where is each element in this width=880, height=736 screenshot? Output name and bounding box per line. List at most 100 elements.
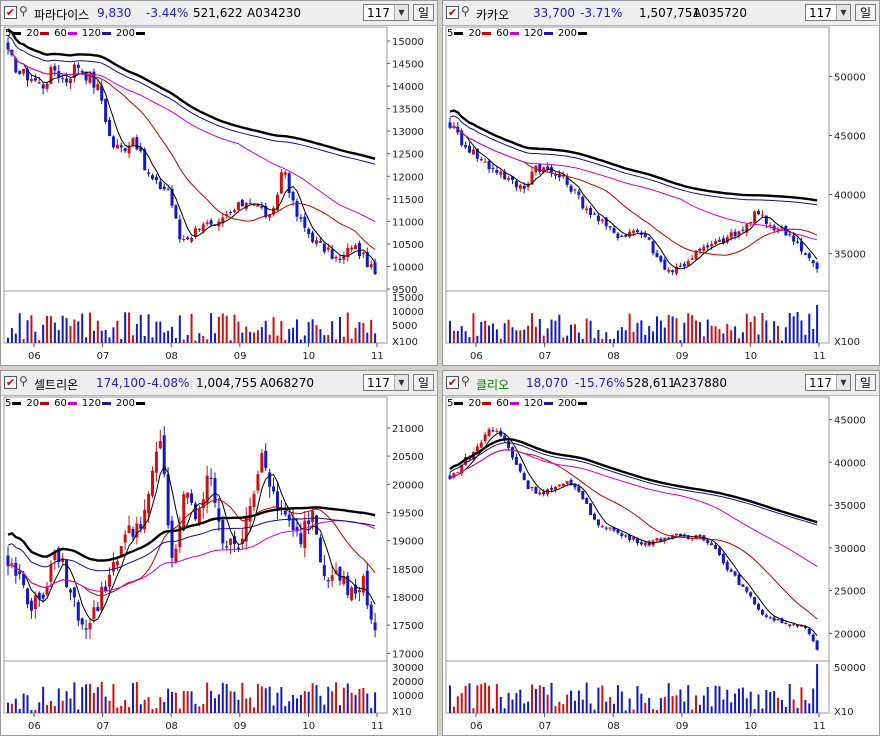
candle [799,625,803,627]
candle [667,537,671,539]
ma5-line [449,431,818,637]
checkbox-icon[interactable]: ✔ [4,376,17,389]
candle [170,520,174,558]
candle [80,71,84,73]
candle [733,571,737,576]
volume-bar [663,696,666,713]
search-icon[interactable]: ⚲ [19,4,28,18]
candle [45,586,49,595]
candle [596,519,600,526]
price-tick-label: 19500 [392,508,424,519]
volume-bar [503,708,506,713]
candle [318,241,322,243]
volume-bar [710,325,713,343]
chevron-down-icon[interactable]: ▼ [836,375,850,390]
stock-name[interactable]: 카카오 [476,8,510,22]
stock-price: 33,700 [533,6,575,20]
stock-name[interactable]: 파라다이스 [34,8,90,22]
volume-bar [268,686,271,713]
candle [706,245,710,248]
period-unit-button[interactable]: 일 [413,4,434,21]
candle [690,258,694,260]
candle [365,251,369,268]
candle [143,509,147,530]
candle [686,535,690,539]
candle [346,247,350,258]
volume-bar [523,329,526,343]
candle [608,226,612,228]
volume-bar [89,312,92,343]
checkbox-icon[interactable]: ✔ [4,6,17,19]
volume-bar [616,330,619,343]
volume-bar [167,330,170,343]
candle [803,625,807,629]
volume-bar [217,694,220,713]
candle [233,210,237,212]
candle [815,262,819,269]
volume-bar [589,320,592,343]
chevron-down-icon[interactable]: ▼ [394,375,408,390]
volume-bar [245,326,248,343]
candle [65,78,69,83]
candle [166,474,170,526]
period-unit-button[interactable]: 일 [413,374,434,391]
volume-bar [57,688,60,713]
volume-bar [30,315,33,343]
chevron-down-icon[interactable]: ▼ [394,5,408,20]
candle [706,539,710,544]
volume-bar [10,703,13,713]
volume-bar [366,332,369,343]
volume-bar [519,689,522,713]
stock-name[interactable]: 셀트리온 [34,378,79,392]
month-tick-label: 08 [165,721,178,732]
candle [272,486,276,492]
period-select[interactable]: 117 ▼ [805,4,851,21]
candle [346,575,350,596]
volume-bar [589,703,592,713]
stock-name[interactable]: 클리오 [476,378,510,392]
volume-tick-label: 50000 [834,663,866,674]
volume-bar [737,338,740,343]
checkbox-icon[interactable]: ✔ [446,6,459,19]
candle [287,514,291,521]
month-tick-label: 06 [28,351,41,362]
candle [49,67,53,84]
candle [154,451,158,473]
candle [721,554,725,564]
volume-bar [757,694,760,713]
candle [538,492,542,495]
candle [342,576,346,584]
candle [65,559,69,588]
checkbox-icon[interactable]: ✔ [446,376,459,389]
period-select[interactable]: 117 ▼ [363,374,409,391]
period-select[interactable]: 117 ▼ [363,4,409,21]
legend-label: 120 [81,398,101,409]
candle [135,523,139,538]
ma5-line [449,126,818,270]
candle [503,435,507,441]
search-icon[interactable]: ⚲ [461,374,470,388]
volume-bar [566,694,569,713]
volume-bar [613,703,616,713]
candle [14,58,18,73]
month-tick-label: 09 [676,351,689,362]
search-icon[interactable]: ⚲ [19,374,28,388]
candle [233,536,237,545]
candle [139,147,143,151]
candle [796,241,800,243]
month-tick-label: 08 [607,351,620,362]
candle [772,617,776,621]
volume-bar [698,322,701,343]
candle [252,204,256,206]
chevron-down-icon[interactable]: ▼ [836,5,850,20]
candle [57,548,61,563]
period-select[interactable]: 117 ▼ [805,374,851,391]
candle [350,247,354,250]
candle [573,189,577,191]
period-unit-button[interactable]: 일 [855,374,876,391]
candle [768,225,772,227]
price-tick-label: 18000 [392,593,424,604]
candle [483,161,487,163]
search-icon[interactable]: ⚲ [461,4,470,18]
period-unit-button[interactable]: 일 [855,4,876,21]
